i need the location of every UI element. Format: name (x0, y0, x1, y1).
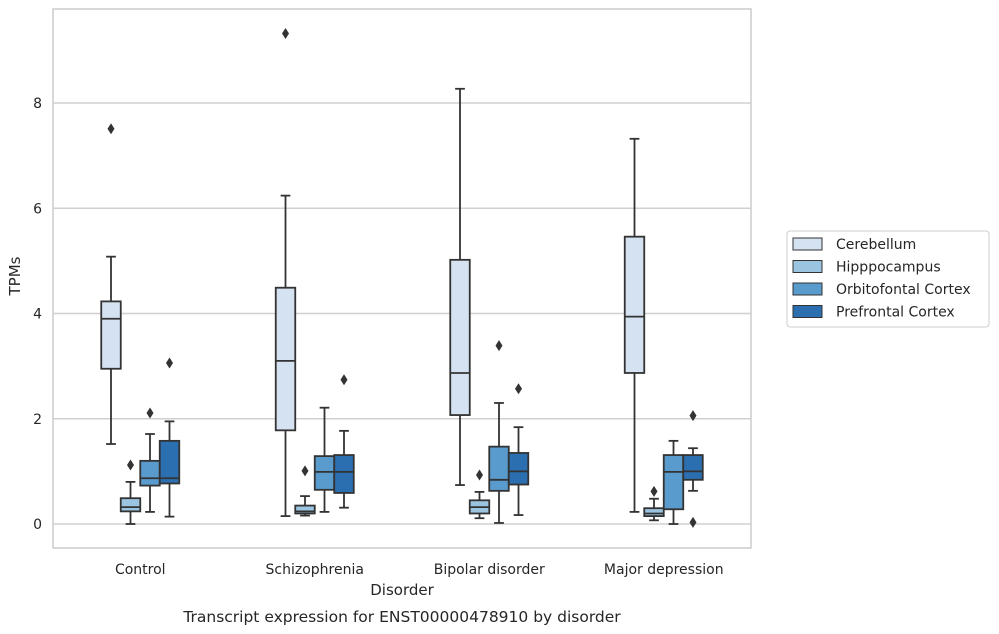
outlier-point (127, 459, 134, 471)
box-3-2 (662, 439, 685, 525)
box-3-3 (682, 410, 704, 528)
box-1-3 (333, 374, 355, 509)
iqr-box (313, 455, 336, 491)
legend-frame (786, 230, 990, 328)
iqr-box (294, 504, 316, 515)
box-0-1 (119, 459, 142, 525)
outlier-point (107, 123, 115, 135)
y-tick-label: 0 (33, 517, 42, 533)
chart-caption: Transcript expression for ENST0000047891… (182, 608, 621, 626)
iqr-box (449, 258, 471, 416)
x-tick-label: Schizophrenia (266, 562, 364, 578)
y-tick-label: 6 (33, 201, 42, 217)
outlier-point (495, 340, 503, 352)
x-tick-label: Control (115, 562, 166, 578)
y-axis-ticks: 0 2 4 6 8 (33, 96, 42, 533)
iqr-box (333, 454, 355, 494)
iqr-box (662, 454, 685, 511)
outlier-point (689, 410, 697, 422)
boxes (100, 28, 704, 528)
box-2-3 (507, 383, 530, 516)
legend-item: Prefrontal Cortex (792, 305, 955, 321)
x-axis-title: Disorder (370, 581, 434, 599)
box-0-0 (100, 123, 122, 445)
box-1-0 (274, 28, 297, 518)
plot-frame (52, 8, 752, 549)
iqr-box (139, 459, 161, 487)
box-2-1 (468, 469, 491, 520)
box-0-2 (139, 407, 161, 513)
legend-swatch (792, 282, 823, 296)
box-3-1 (643, 485, 665, 522)
iqr-box (100, 300, 122, 370)
x-tick-label: Bipolar disorder (434, 562, 545, 578)
legend-swatch (792, 260, 823, 273)
outlier-point (340, 374, 348, 386)
box-1-1 (294, 465, 316, 517)
legend-swatch (792, 305, 823, 318)
iqr-box (158, 439, 181, 485)
x-tick-label: Major depression (604, 562, 724, 578)
iqr-box (119, 497, 142, 513)
y-tick-label: 4 (33, 307, 42, 323)
iqr-box (274, 286, 297, 432)
legend-label: Prefrontal Cortex (836, 305, 955, 321)
box-0-3 (158, 357, 181, 518)
outlier-point (476, 469, 483, 481)
iqr-box (507, 452, 530, 486)
iqr-box (623, 235, 646, 374)
legend-item: Orbitofontal Cortex (792, 282, 971, 298)
legend-label: Orbitofontal Cortex (836, 282, 971, 298)
outlier-point (689, 516, 697, 528)
legend-item: Hipppocampus (792, 260, 941, 276)
iqr-box (488, 445, 510, 492)
legend-label: Cerebellum (836, 237, 916, 253)
y-tick-label: 8 (33, 96, 42, 112)
outlier-point (650, 485, 658, 497)
box-2-0 (449, 87, 471, 486)
y-tick-label: 2 (33, 412, 42, 428)
outlier-point (515, 383, 522, 395)
legend: Cerebellum Hipppocampus Orbitofontal Corte… (786, 230, 990, 328)
outlier-point (282, 28, 289, 40)
outlier-point (301, 465, 309, 477)
outlier-point (146, 407, 154, 419)
legend-swatch (792, 237, 823, 251)
x-axis-ticks: Control Schizophrenia Bipolar disorder Majo… (115, 562, 724, 578)
legend-item: Cerebellum (792, 237, 916, 253)
box-1-2 (313, 406, 336, 513)
iqr-box (643, 507, 665, 518)
iqr-box (682, 454, 704, 481)
outlier-point (166, 357, 173, 369)
box-2-2 (488, 340, 510, 524)
y-axis-title: TPMs (6, 256, 24, 296)
box-3-0 (623, 137, 646, 513)
legend-label: Hipppocampus (836, 260, 941, 276)
